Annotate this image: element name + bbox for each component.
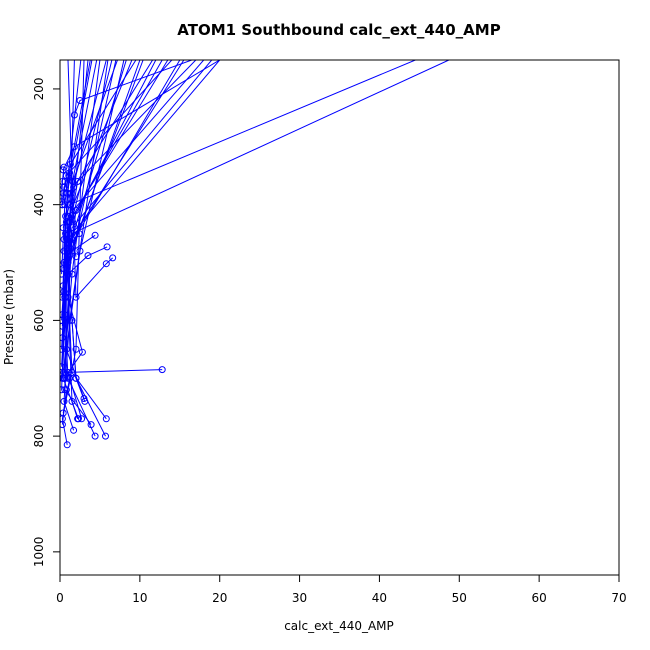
x-tick-label: 40 [372,591,387,605]
y-tick-label: 600 [32,309,46,332]
data-point [72,293,80,301]
data-point [72,345,80,353]
data-point [87,421,95,429]
data-point [68,316,76,324]
data-point [109,254,117,262]
data-point [63,441,71,449]
data-point [74,178,82,185]
y-tick-label: 1000 [32,537,46,568]
data-point [60,363,66,371]
data-point [91,231,99,239]
series-line-14 [64,60,450,379]
data-point [60,163,68,171]
series-line-33 [63,60,197,263]
chart-title: ATOM1 Southbound calc_ext_440_AMP [177,21,500,39]
data-point [91,432,99,440]
x-axis-label: calc_ext_440_AMP [284,619,394,633]
y-tick-label: 400 [32,193,46,216]
data-point [158,366,166,374]
data-point [81,397,89,405]
data-point [60,311,66,319]
data-point [66,201,74,209]
data-point [60,198,66,206]
data-point [60,397,68,405]
data-point [60,259,68,266]
data-point [60,178,66,185]
x-tick-label: 60 [532,591,547,605]
series-line-31 [64,60,169,298]
plot-frame [59,59,620,576]
data-point [75,230,83,238]
x-tick-label: 30 [292,591,307,605]
series-line-27 [63,60,137,240]
x-tick-label: 50 [452,591,467,605]
data-point [78,348,86,356]
y-tick-label: 800 [32,425,46,448]
data-point [60,386,66,394]
plot-area [60,60,450,449]
series-line-28 [61,60,144,390]
x-tick-label: 0 [56,591,64,605]
series-line-34 [61,60,213,315]
data-point [62,386,70,394]
data-point [74,415,82,423]
data-point [60,201,66,209]
data-point [102,260,110,268]
series-line-32 [61,60,185,367]
series-line-29 [62,60,154,269]
data-point [66,374,74,382]
data-point [103,243,111,251]
data-point [84,252,92,260]
data-point [72,253,80,261]
series-line-37 [67,372,83,419]
series-line-36 [71,320,86,402]
y-axis-label: Pressure (mbar) [2,269,16,365]
series-line-35 [67,297,79,419]
x-tick-label: 70 [611,591,626,605]
data-point [102,432,109,440]
series-line-43 [61,167,65,202]
data-point [76,247,84,255]
data-point [102,415,110,423]
data-point [70,426,78,434]
data-point [64,212,72,220]
y-tick-label: 200 [32,77,46,100]
data-point [66,160,74,168]
data-point [64,293,72,301]
data-point [78,415,86,423]
data-point [60,345,66,353]
data-point [80,395,88,402]
data-point [68,224,76,232]
data-point [60,334,66,342]
series-line-20 [61,60,82,275]
x-tick-label: 20 [212,591,227,605]
data-point [66,169,74,177]
y-axis: 200 400 600 800 1000 [32,77,61,568]
series-line-39 [61,389,67,425]
x-axis: 0 10 20 30 40 50 60 70 [56,574,627,605]
x-tick-label: 10 [132,591,147,605]
data-point [68,397,76,405]
data-point [60,421,66,429]
data-point [64,241,72,249]
